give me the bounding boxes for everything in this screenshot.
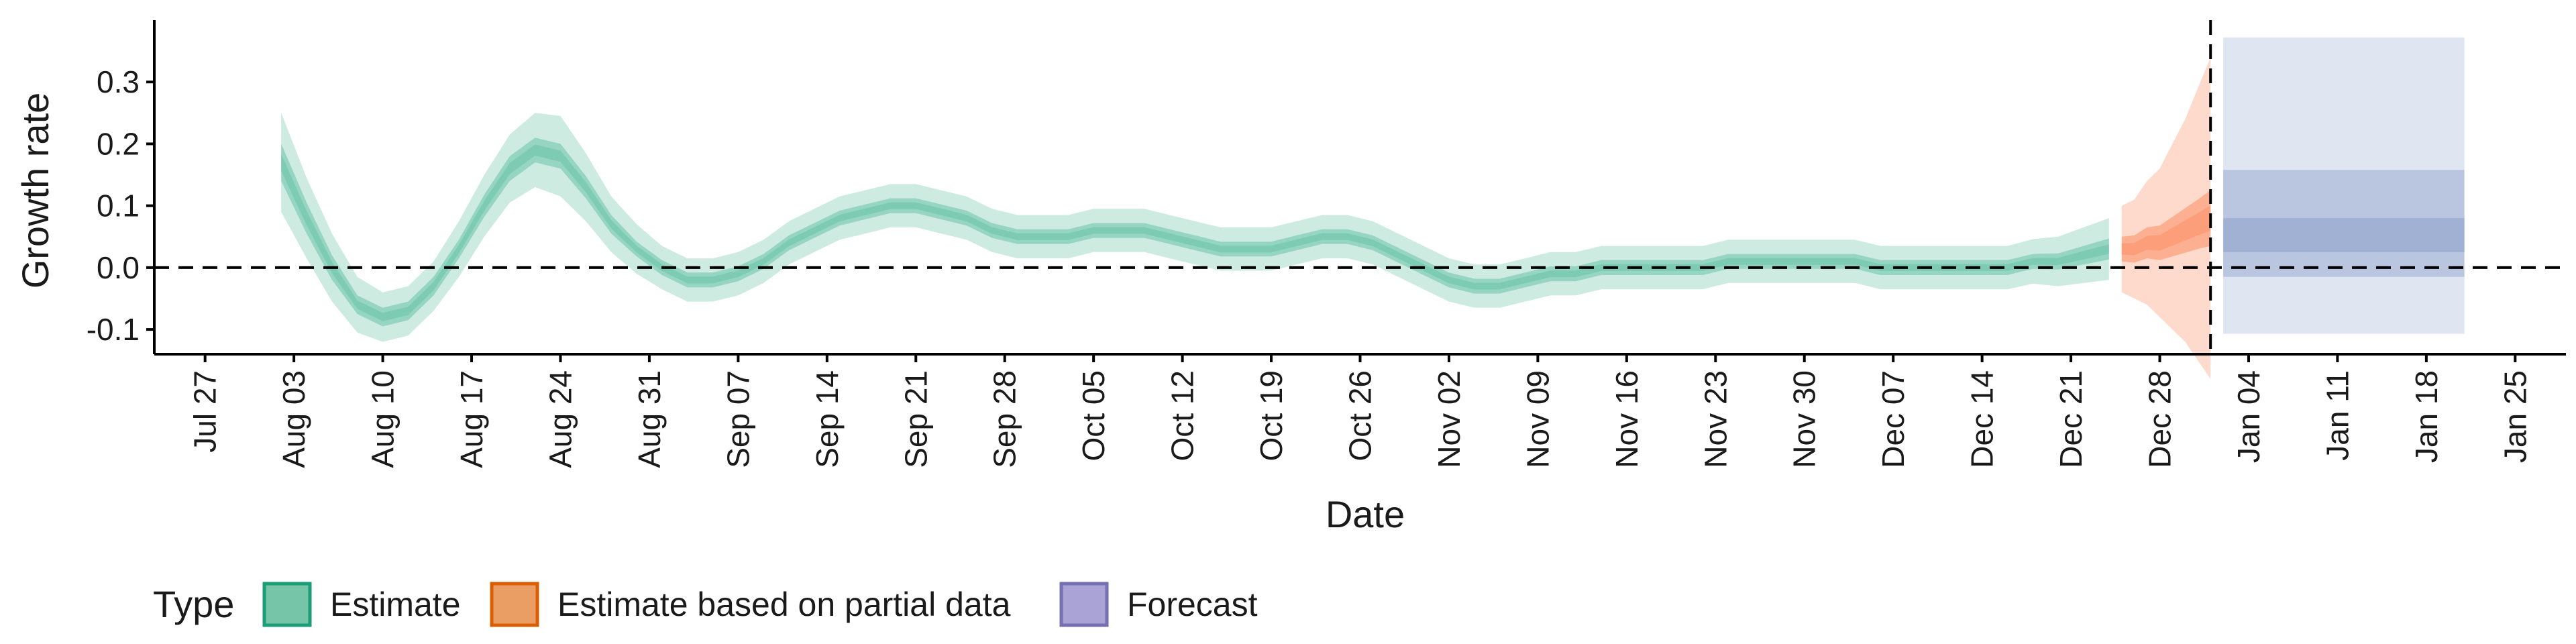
x-tick-label: Jan 04: [2231, 370, 2266, 463]
x-tick-label: Oct 05: [1076, 370, 1111, 462]
x-tick-label: Aug 17: [454, 370, 489, 468]
x-tick-label: Sep 14: [810, 370, 845, 468]
x-tick-label: Nov 16: [1609, 370, 1644, 468]
y-axis-title: Growth rate: [14, 93, 56, 289]
x-tick-label: Dec 21: [2053, 370, 2088, 468]
y-tick-label: 0.1: [97, 189, 140, 223]
legend-title: Type: [153, 583, 234, 625]
forecast-band-inner: [2223, 218, 2465, 252]
forecast-band-outer: [2223, 37, 2465, 334]
x-tick-label: Dec 14: [1965, 370, 2000, 468]
legend-swatch-estimate: [262, 582, 312, 627]
x-tick-label: Nov 30: [1787, 370, 1822, 468]
legend-label-estimate: Estimate: [330, 586, 461, 623]
y-tick-label: 0.0: [97, 250, 140, 285]
x-tick-label: Aug 10: [366, 370, 400, 468]
legend: Type Estimate Estimate based on partial …: [153, 582, 1258, 627]
y-tick-label: -0.1: [87, 312, 140, 347]
x-tick-label: Aug 24: [543, 370, 578, 468]
x-tick-label: Sep 28: [987, 370, 1022, 468]
x-tick-label: Aug 03: [276, 370, 311, 468]
y-tick-label: 0.3: [97, 64, 140, 99]
x-tick-label: Oct 19: [1254, 370, 1289, 462]
x-tick-label: Jan 11: [2320, 370, 2355, 461]
y-axis-ticks: -0.1 0.0 0.1 0.2 0.3: [87, 64, 154, 347]
legend-swatch-partial: [490, 582, 539, 627]
bands-layer: [281, 37, 2465, 379]
estimate-band-outer: [281, 113, 2109, 342]
partial-band-outer: [2121, 57, 2211, 379]
x-tick-label: Sep 21: [898, 370, 933, 468]
x-axis-ticks: Jul 27 Aug 03 Aug 10 Aug 17 Aug 24 Aug 31 Sep …: [188, 354, 2532, 468]
x-tick-label: Dec 07: [1876, 370, 1911, 468]
x-tick-label: Dec 28: [2143, 370, 2178, 468]
x-tick-label: Oct 12: [1165, 370, 1200, 462]
legend-label-forecast: Forecast: [1127, 586, 1258, 623]
x-tick-label: Oct 26: [1343, 370, 1378, 462]
y-tick-label: 0.2: [97, 126, 140, 161]
x-tick-label: Nov 02: [1432, 370, 1466, 468]
x-tick-label: Jul 27: [188, 370, 223, 453]
x-axis-title: Date: [1326, 493, 1405, 535]
x-tick-label: Nov 09: [1520, 370, 1555, 468]
estimate-band-inner: [281, 138, 2109, 327]
x-tick-label: Jan 18: [2409, 370, 2444, 463]
x-tick-label: Aug 31: [632, 370, 667, 468]
x-tick-label: Jan 25: [2498, 370, 2532, 463]
legend-swatch-forecast: [1059, 582, 1109, 627]
x-tick-label: Nov 23: [1698, 370, 1733, 468]
partial-band-core: [2121, 205, 2211, 256]
x-tick-label: Sep 07: [720, 370, 755, 468]
estimate-band-core: [281, 144, 2109, 321]
legend-label-partial: Estimate based on partial data: [557, 586, 1011, 623]
